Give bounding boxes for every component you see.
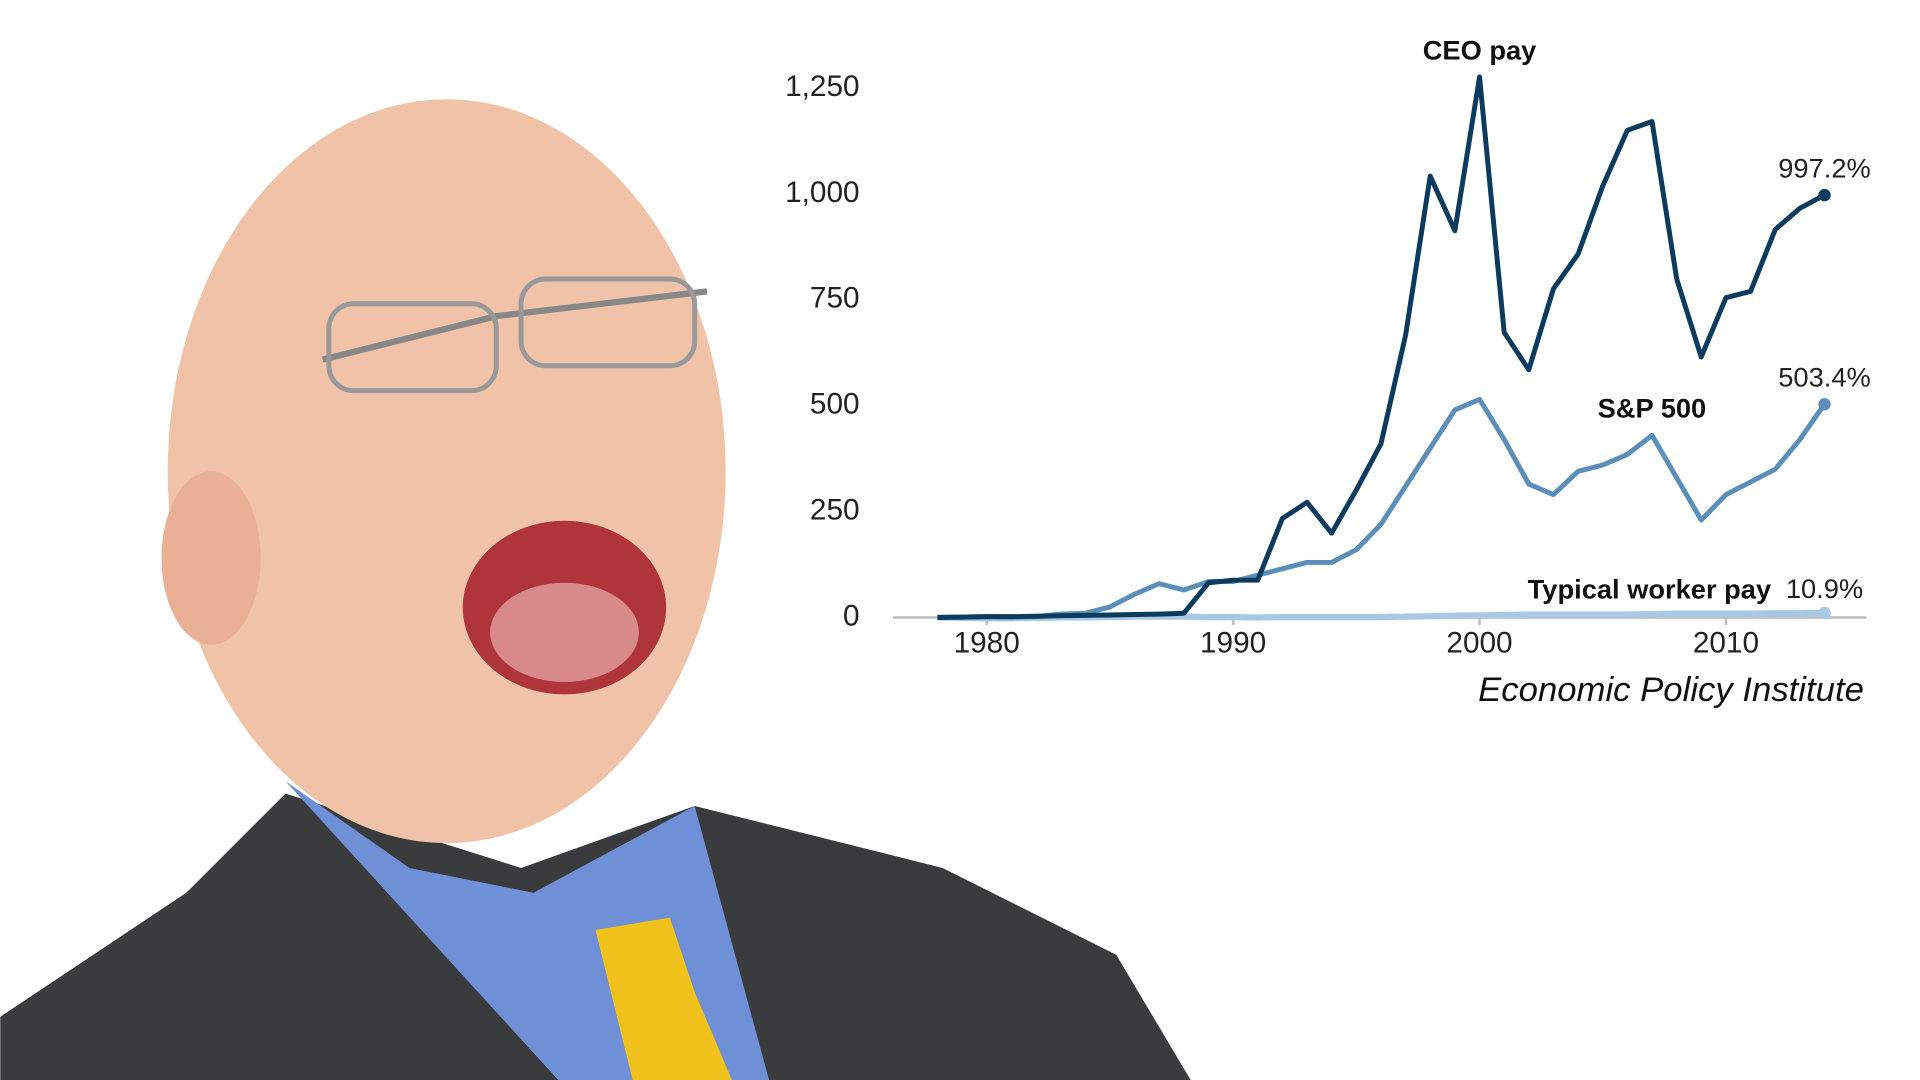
head [167, 99, 726, 844]
y-tick-label: 1,000 [785, 176, 859, 209]
x-tick-label: 1980 [954, 627, 1020, 660]
glasses-lens [326, 301, 499, 394]
series-label: CEO pay [1423, 34, 1537, 65]
y-tick-label: 250 [810, 493, 860, 526]
y-tick-label: 0 [843, 599, 860, 632]
end-point [1818, 188, 1831, 202]
x-tick-label: 1990 [1200, 627, 1266, 660]
ear [161, 471, 261, 645]
tie [595, 917, 732, 1080]
end-point [1818, 398, 1831, 411]
x-tick-label: 2010 [1693, 627, 1759, 660]
x-tick-label: 2000 [1446, 627, 1512, 660]
y-tick-label: 750 [810, 282, 860, 315]
glasses [321, 288, 708, 363]
end-label: 10.9% [1786, 573, 1863, 604]
glasses-lens [518, 276, 698, 369]
y-tick-label: 500 [810, 388, 860, 421]
series-label: Typical worker pay [1528, 574, 1772, 605]
y-tick-label: 1,250 [785, 70, 859, 103]
photo [0, 99, 1191, 1080]
end-label: 503.4% [1778, 362, 1870, 393]
source: Economic Policy Institute [1478, 671, 1864, 709]
tongue [490, 582, 639, 682]
series-line [937, 74, 1826, 620]
end-point [1818, 606, 1831, 620]
series-label: S&P 500 [1598, 393, 1707, 424]
end-label: 997.2% [1778, 152, 1870, 183]
